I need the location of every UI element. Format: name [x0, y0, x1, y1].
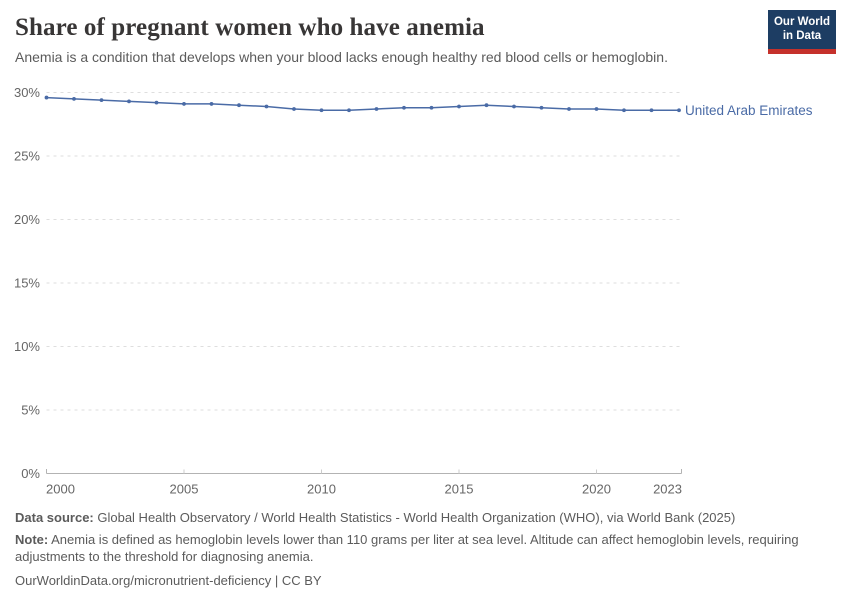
- data-point[interactable]: [72, 96, 76, 101]
- data-point[interactable]: [484, 103, 489, 108]
- note-line: Note: Anemia is defined as hemoglobin le…: [15, 531, 825, 565]
- x-axis-tick-label: 2015: [445, 482, 474, 497]
- chart-subtitle: Anemia is a condition that develops when…: [15, 49, 668, 65]
- citation-line: OurWorldinData.org/micronutrient-deficie…: [15, 573, 322, 588]
- y-axis-tick-label: 20%: [14, 212, 40, 227]
- data-point[interactable]: [292, 107, 296, 111]
- data-point[interactable]: [622, 108, 626, 113]
- data-point[interactable]: [677, 108, 681, 113]
- owid-logo: Our World in Data: [768, 10, 836, 54]
- y-axis-tick-label: 25%: [14, 149, 40, 164]
- data-point[interactable]: [649, 108, 654, 113]
- entity-label: United Arab Emirates: [685, 103, 813, 118]
- data-point[interactable]: [99, 98, 104, 103]
- x-axis-tick-label: 2023: [653, 482, 682, 497]
- data-point[interactable]: [182, 102, 186, 106]
- data-point[interactable]: [429, 105, 434, 110]
- x-axis-tick-label: 2020: [582, 482, 611, 497]
- data-point[interactable]: [264, 104, 269, 109]
- chart-header: Share of pregnant women who have anemia …: [15, 14, 750, 65]
- data-point[interactable]: [347, 108, 351, 113]
- data-point[interactable]: [402, 105, 406, 110]
- note-text: Anemia is defined as hemoglobin levels l…: [15, 532, 799, 564]
- page-title: Share of pregnant women who have anemia: [15, 14, 485, 41]
- data-point[interactable]: [209, 102, 214, 106]
- line-chart[interactable]: 0% 5% 10% 15% 20% 25% 30% 2000 2005 2010 2015 2020 2…: [0, 80, 850, 505]
- data-source-text: Global Health Observatory / World Health…: [93, 510, 736, 525]
- x-axis-tick-label: 2000: [46, 482, 75, 497]
- y-axis-tick-label: 0%: [21, 466, 40, 481]
- data-point[interactable]: [154, 100, 159, 105]
- y-axis-tick-label: 5%: [21, 403, 40, 418]
- note-label: Note:: [15, 532, 49, 547]
- data-point[interactable]: [457, 104, 461, 109]
- x-axis-tick-label: 2005: [170, 482, 199, 497]
- chart-footer: Data source: Global Health Observatory /…: [15, 509, 825, 594]
- data-point[interactable]: [127, 99, 131, 104]
- trend-line[interactable]: [45, 96, 680, 112]
- chart-plot-area[interactable]: 0% 5% 10% 15% 20% 25% 30% 2000 2005 2010 2015 2020 2…: [0, 80, 850, 505]
- data-point[interactable]: [594, 107, 599, 111]
- y-axis-tick-label: 15%: [14, 276, 40, 291]
- data-point[interactable]: [319, 108, 324, 113]
- data-source-label: Data source:: [15, 510, 94, 525]
- data-point[interactable]: [539, 105, 544, 110]
- logo-line-1: Our World: [773, 16, 830, 28]
- data-point[interactable]: [567, 107, 571, 111]
- data-point[interactable]: [237, 103, 241, 108]
- y-axis-tick-label: 10%: [14, 339, 40, 354]
- data-point[interactable]: [374, 107, 379, 111]
- y-axis-tick-label: 30%: [14, 85, 40, 100]
- data-source-line: Data source: Global Health Observatory /…: [15, 509, 825, 526]
- x-axis-tick-label: 2010: [307, 482, 336, 497]
- data-point[interactable]: [512, 104, 516, 109]
- logo-line-2: in Data: [782, 29, 822, 42]
- data-point[interactable]: [44, 95, 49, 100]
